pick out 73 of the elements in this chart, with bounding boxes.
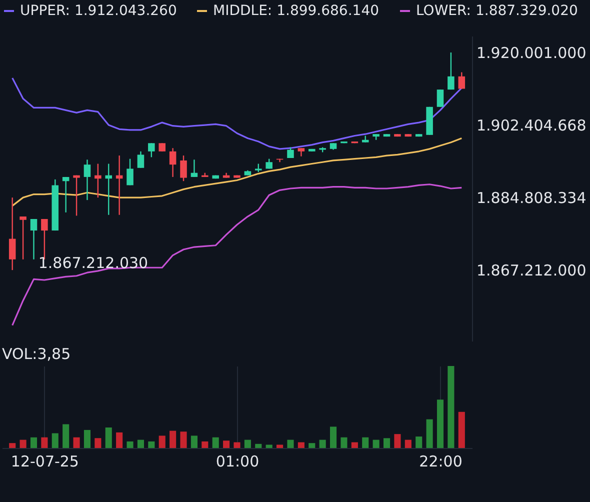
candlestick xyxy=(62,176,70,214)
bar xyxy=(436,400,444,448)
bar xyxy=(330,426,337,448)
bar xyxy=(223,440,230,448)
bar xyxy=(148,441,155,448)
candlestick xyxy=(169,148,176,178)
legend-label: MIDDLE: 1.899.686.140 xyxy=(213,3,380,19)
bar xyxy=(372,440,380,448)
line-series xyxy=(12,137,462,207)
bar xyxy=(340,437,348,448)
candlestick xyxy=(148,142,155,158)
x-tick-label: 01:00 xyxy=(216,452,260,470)
candlestick xyxy=(73,174,80,216)
bar xyxy=(9,443,16,448)
bar xyxy=(202,441,208,448)
bar xyxy=(244,440,251,448)
bar xyxy=(190,436,198,448)
candlestick xyxy=(20,216,26,260)
bar xyxy=(52,433,58,448)
bar xyxy=(298,442,304,448)
bar xyxy=(62,424,70,448)
bar xyxy=(287,440,294,448)
bar xyxy=(255,444,262,448)
candlestick xyxy=(458,72,466,90)
chart-title: VOL:3,85 xyxy=(2,345,71,363)
candlestick xyxy=(126,158,134,186)
x-tick-label: 12-07-25 xyxy=(10,452,79,470)
bar xyxy=(105,428,112,448)
bar xyxy=(126,441,134,448)
bar xyxy=(41,437,48,448)
candlestick xyxy=(190,159,198,178)
bar xyxy=(266,444,272,448)
bar xyxy=(158,436,166,448)
bar xyxy=(30,437,38,448)
candlestick xyxy=(180,154,187,182)
x-tick-label: 22:00 xyxy=(419,452,462,470)
bar xyxy=(351,442,358,448)
bar xyxy=(212,437,219,448)
candlestick xyxy=(30,218,38,260)
candlestick xyxy=(436,88,444,108)
bar xyxy=(234,442,240,448)
candlestick xyxy=(84,159,91,201)
bar xyxy=(362,437,369,448)
bar xyxy=(383,438,390,448)
candlestick xyxy=(94,163,102,198)
legend-label: LOWER: 1.887.329.020 xyxy=(416,3,578,19)
candlestick xyxy=(137,150,144,168)
legend-label: UPPER: 1.912.043.260 xyxy=(20,3,177,19)
bar xyxy=(73,437,80,448)
y-tick-label: 1.867.212.000 xyxy=(476,262,586,280)
bar xyxy=(84,430,91,448)
y-tick-label: 1.920.001.000 xyxy=(476,44,586,62)
annotation: 1.867.212.030 xyxy=(38,254,148,272)
bar xyxy=(276,444,284,448)
bar xyxy=(116,432,123,448)
bar xyxy=(448,366,454,448)
y-tick-label: 1.902.404.668 xyxy=(476,116,586,135)
bar xyxy=(416,436,422,448)
candlestick xyxy=(105,163,112,216)
bar xyxy=(319,440,326,448)
candlestick xyxy=(448,52,454,90)
bar xyxy=(394,434,401,448)
bar xyxy=(20,440,26,448)
bar xyxy=(458,412,465,448)
bar xyxy=(137,440,144,448)
bar xyxy=(94,438,102,448)
bar xyxy=(308,443,316,448)
line-series xyxy=(12,184,462,326)
y-tick-label: 1.884.808.334 xyxy=(476,189,586,208)
bar xyxy=(426,419,433,448)
bar xyxy=(170,430,176,448)
bar xyxy=(404,440,412,448)
bar xyxy=(180,432,187,448)
